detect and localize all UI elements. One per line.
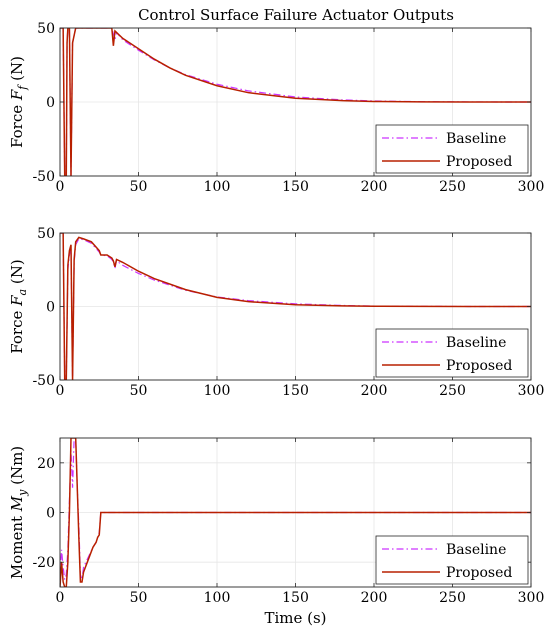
legend-label-proposed: Proposed [446, 565, 512, 581]
x-tick-label: 0 [56, 590, 65, 606]
x-tick-label: 0 [56, 179, 65, 195]
y-tick-label: -50 [32, 169, 55, 185]
series-group [60, 28, 531, 176]
x-tick-label: 150 [282, 383, 309, 399]
x-tick-label: 250 [439, 383, 466, 399]
x-tick-label: 300 [518, 383, 545, 399]
x-tick-label: 300 [518, 179, 545, 195]
figure-title: Control Surface Failure Actuator Outputs [138, 6, 454, 24]
legend: Baseline Proposed [375, 328, 529, 378]
x-tick-label: 250 [439, 179, 466, 195]
x-tick-label: 200 [361, 179, 388, 195]
series-group [60, 233, 531, 380]
series-line-proposed [60, 233, 531, 380]
y-tick-label: 20 [37, 456, 55, 472]
x-tick-label: 200 [361, 590, 388, 606]
x-tick-label: 300 [518, 590, 545, 606]
x-tick-label: 100 [204, 590, 231, 606]
panel-3: 0 50 100 150 200 250 300 -20 0 20 Moment My (Nm) Ti… [8, 437, 545, 627]
y-tick-label: -20 [32, 555, 55, 571]
y-tick-label: 50 [37, 226, 55, 242]
x-tick-label: 0 [56, 383, 65, 399]
legend: Baseline Proposed [375, 124, 529, 174]
legend-label-baseline: Baseline [446, 542, 506, 558]
x-tick-label: 50 [130, 179, 148, 195]
y-tick-label: 50 [37, 21, 55, 37]
series-group [60, 438, 531, 587]
y-tick-label: -50 [32, 373, 55, 389]
legend-label-proposed: Proposed [446, 358, 512, 374]
y-axis-label: Force Fa (N) [8, 259, 29, 353]
y-axis-label: Force Ff (N) [8, 56, 29, 148]
y-tick-label: 0 [46, 300, 55, 316]
x-tick-label: 200 [361, 383, 388, 399]
y-axis-label: Moment My (Nm) [8, 446, 29, 579]
legend-label-proposed: Proposed [446, 154, 512, 170]
x-tick-label: 250 [439, 590, 466, 606]
x-tick-label: 100 [204, 179, 231, 195]
series-line-proposed [60, 28, 531, 176]
legend-label-baseline: Baseline [446, 131, 506, 147]
x-tick-label: 150 [282, 179, 309, 195]
y-tick-label: 0 [46, 506, 55, 522]
x-tick-label: 150 [282, 590, 309, 606]
series-line-proposed [60, 438, 531, 587]
x-tick-label: 50 [130, 383, 148, 399]
x-axis-label: Time (s) [264, 609, 326, 627]
x-tick-label: 50 [130, 590, 148, 606]
legend-box [375, 328, 529, 378]
legend-box [375, 124, 529, 174]
x-tick-label: 100 [204, 383, 231, 399]
legend-box [375, 535, 529, 585]
legend: Baseline Proposed [375, 535, 529, 585]
legend-label-baseline: Baseline [446, 335, 506, 351]
y-tick-label: 0 [46, 95, 55, 111]
